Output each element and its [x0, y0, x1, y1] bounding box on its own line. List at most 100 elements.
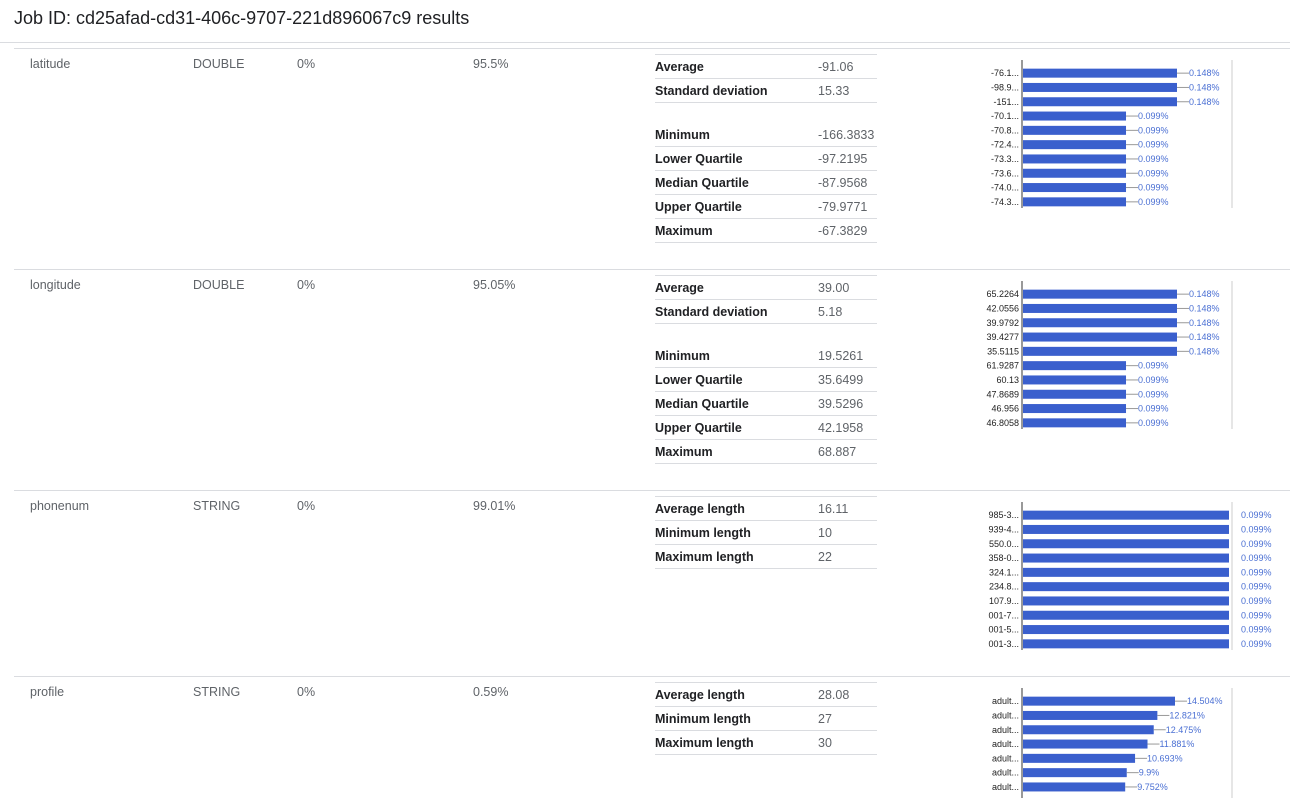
bar[interactable]: [1023, 111, 1127, 121]
bar[interactable]: [1023, 332, 1177, 342]
stat-row: Minimum length 10: [655, 521, 877, 545]
bar[interactable]: [1023, 97, 1177, 107]
table-row: longitude DOUBLE 0% 95.05%: [14, 269, 1290, 491]
bar[interactable]: [1023, 346, 1177, 356]
stats-table: Average -91.06 Standard deviation 15.33 Mini…: [655, 54, 877, 243]
histogram-chart: -76.1... 0.148% -98.9... 0.148% -151... 0.148…: [950, 60, 1290, 208]
bar[interactable]: [1023, 375, 1127, 385]
stat-label: Upper Quartile: [655, 200, 742, 214]
stat-label: Average length: [655, 688, 745, 702]
stat-value: -87.9568: [818, 176, 868, 190]
bar[interactable]: [1023, 68, 1177, 78]
bar[interactable]: [1023, 696, 1175, 706]
bar[interactable]: [1023, 524, 1229, 534]
page-header: Job ID: cd25afad-cd31-406c-9707-221d8960…: [0, 0, 1290, 43]
bar[interactable]: [1023, 183, 1127, 193]
bar[interactable]: [1023, 389, 1127, 399]
bar[interactable]: [1023, 625, 1229, 635]
stat-row: Standard deviation 15.33: [655, 79, 877, 103]
tick-label: 61.9287: [986, 361, 1019, 371]
column-type: STRING: [193, 499, 241, 513]
bar[interactable]: [1023, 303, 1177, 313]
data-label: 0.099%: [1241, 582, 1272, 592]
tick-label: 35.5115: [987, 346, 1019, 356]
stat-row: Maximum length 22: [655, 545, 877, 569]
data-label: 0.148%: [1189, 346, 1220, 356]
null-percent: 0%: [297, 499, 316, 513]
bar[interactable]: [1023, 140, 1127, 150]
bar[interactable]: [1023, 596, 1229, 606]
bar[interactable]: [1023, 418, 1127, 428]
histogram-svg: -76.1... 0.148% -98.9... 0.148% -151... 0.148…: [991, 60, 1233, 208]
bar[interactable]: [1023, 168, 1127, 178]
bar[interactable]: [1023, 567, 1229, 577]
tick-label: 65.2264: [986, 289, 1019, 299]
bar[interactable]: [1023, 82, 1177, 92]
stat-label: Minimum length: [655, 712, 751, 726]
data-label: 9.752%: [1137, 782, 1168, 792]
stat-value: -67.3829: [818, 224, 868, 238]
stat-value: -97.2195: [818, 152, 868, 166]
tick-label: -76.1...: [991, 68, 1019, 78]
tick-label: -74.0...: [991, 183, 1019, 193]
null-percent: 0%: [297, 685, 316, 699]
bar[interactable]: [1023, 782, 1126, 792]
stat-label: Standard deviation: [655, 84, 768, 98]
bar[interactable]: [1023, 539, 1229, 549]
null-percent: 0%: [297, 57, 316, 71]
data-label: 0.099%: [1241, 567, 1272, 577]
stat-label: Lower Quartile: [655, 152, 743, 166]
stats-table: Average length 16.11 Minimum length 10 Maxim…: [655, 496, 877, 569]
data-label: 0.148%: [1189, 68, 1220, 78]
bar[interactable]: [1023, 639, 1229, 649]
data-label: 9.9%: [1139, 768, 1160, 778]
data-label: 0.099%: [1138, 375, 1169, 385]
tick-label: 358-0...: [988, 553, 1019, 563]
stat-value: 16.11: [818, 502, 849, 516]
bar[interactable]: [1023, 318, 1177, 328]
stat-label: Minimum length: [655, 526, 751, 540]
bar[interactable]: [1023, 510, 1229, 520]
tick-label: 550.0...: [989, 539, 1019, 549]
tick-label: adult...: [992, 768, 1019, 778]
histogram-chart: 985-3... 0.099% 939-4... 0.099% 550.0... 0.09…: [950, 502, 1290, 650]
stat-row: Average length 16.11: [655, 496, 877, 521]
bar[interactable]: [1023, 582, 1229, 592]
bar[interactable]: [1023, 725, 1154, 735]
tick-label: adult...: [992, 739, 1019, 749]
data-label: 0.099%: [1138, 111, 1169, 121]
data-label: 11.881%: [1160, 739, 1195, 749]
tick-label: 234.8...: [989, 582, 1019, 592]
bar[interactable]: [1023, 610, 1229, 620]
bar[interactable]: [1023, 197, 1127, 207]
bar[interactable]: [1023, 768, 1127, 778]
bar[interactable]: [1023, 361, 1127, 371]
bar[interactable]: [1023, 753, 1136, 763]
data-label: 0.099%: [1241, 539, 1272, 549]
stat-label: Lower Quartile: [655, 373, 743, 387]
bar[interactable]: [1023, 125, 1127, 135]
tick-label: 001-5...: [988, 625, 1019, 635]
tick-label: 46.956: [991, 404, 1019, 414]
tick-label: -70.8...: [991, 125, 1019, 135]
bar[interactable]: [1023, 404, 1127, 414]
tick-label: adult...: [992, 753, 1019, 763]
column-name: latitude: [30, 57, 71, 71]
stat-row: Maximum -67.3829: [655, 219, 877, 243]
stat-value: 15.33: [818, 84, 850, 98]
stat-row: Median Quartile 39.5296: [655, 392, 877, 416]
bar[interactable]: [1023, 739, 1148, 749]
stat-label: Average: [655, 281, 704, 295]
bar[interactable]: [1023, 710, 1158, 720]
tick-label: 107.9...: [989, 596, 1019, 606]
bar[interactable]: [1023, 553, 1229, 563]
tick-label: -73.3...: [991, 154, 1019, 164]
bar[interactable]: [1023, 154, 1127, 164]
data-label: 0.099%: [1241, 553, 1272, 563]
stat-row: Lower Quartile 35.6499: [655, 368, 877, 392]
stat-row: Average length 28.08: [655, 682, 877, 707]
unique-percent: 99.01%: [473, 499, 516, 513]
bar[interactable]: [1023, 289, 1177, 299]
tick-label: 60.13: [996, 375, 1019, 385]
unique-percent: 95.05%: [473, 278, 516, 292]
